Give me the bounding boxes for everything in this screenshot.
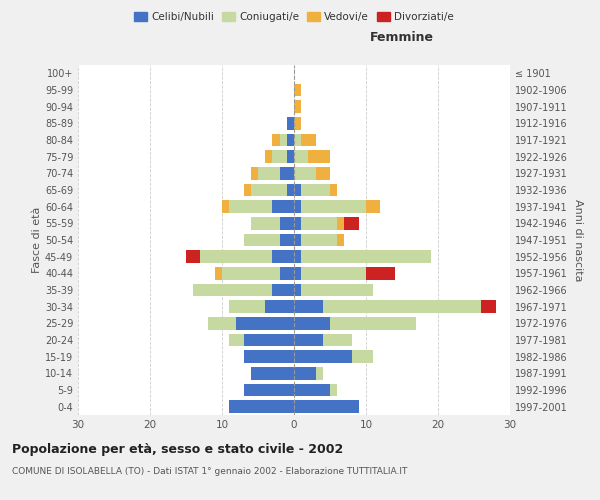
Bar [265, 150, 272, 163]
Bar [229, 300, 265, 313]
Bar [294, 250, 301, 263]
Bar [294, 217, 301, 230]
Bar [236, 317, 294, 330]
Bar [186, 250, 200, 263]
Bar [301, 134, 316, 146]
Bar [200, 250, 272, 263]
Bar [272, 200, 294, 213]
Bar [316, 367, 323, 380]
Bar [308, 150, 330, 163]
Bar [294, 384, 330, 396]
Bar [244, 384, 294, 396]
Bar [287, 184, 294, 196]
Text: Femmine: Femmine [370, 31, 434, 44]
Bar [481, 300, 496, 313]
Bar [272, 150, 287, 163]
Bar [229, 400, 294, 413]
Bar [229, 200, 272, 213]
Bar [280, 267, 294, 280]
Bar [294, 184, 301, 196]
Bar [337, 217, 344, 230]
Bar [344, 217, 359, 230]
Bar [244, 334, 294, 346]
Bar [287, 134, 294, 146]
Text: COMUNE DI ISOLABELLA (TO) - Dati ISTAT 1° gennaio 2002 - Elaborazione TUTTITALIA: COMUNE DI ISOLABELLA (TO) - Dati ISTAT 1… [12, 468, 407, 476]
Bar [251, 367, 294, 380]
Y-axis label: Fasce di età: Fasce di età [32, 207, 42, 273]
Bar [244, 184, 251, 196]
Y-axis label: Anni di nascita: Anni di nascita [573, 198, 583, 281]
Bar [287, 117, 294, 130]
Bar [294, 234, 301, 246]
Bar [323, 334, 352, 346]
Text: Popolazione per età, sesso e stato civile - 2002: Popolazione per età, sesso e stato civil… [12, 442, 343, 456]
Bar [301, 234, 337, 246]
Bar [272, 250, 294, 263]
Bar [272, 134, 280, 146]
Bar [287, 150, 294, 163]
Bar [294, 284, 301, 296]
Bar [251, 217, 280, 230]
Bar [330, 184, 337, 196]
Bar [301, 200, 366, 213]
Bar [294, 300, 323, 313]
Bar [251, 167, 258, 179]
Bar [208, 317, 236, 330]
Bar [366, 267, 395, 280]
Bar [265, 300, 294, 313]
Bar [294, 367, 316, 380]
Bar [294, 334, 323, 346]
Bar [301, 250, 431, 263]
Bar [301, 184, 330, 196]
Bar [294, 150, 308, 163]
Bar [294, 167, 316, 179]
Bar [294, 117, 301, 130]
Bar [294, 400, 359, 413]
Bar [244, 350, 294, 363]
Bar [366, 200, 380, 213]
Bar [301, 267, 366, 280]
Bar [337, 234, 344, 246]
Bar [294, 350, 352, 363]
Bar [294, 134, 301, 146]
Bar [323, 300, 481, 313]
Bar [330, 384, 337, 396]
Bar [301, 217, 337, 230]
Bar [222, 200, 229, 213]
Bar [272, 284, 294, 296]
Bar [280, 167, 294, 179]
Bar [258, 167, 280, 179]
Bar [294, 100, 301, 113]
Bar [280, 134, 287, 146]
Bar [244, 234, 280, 246]
Bar [301, 284, 373, 296]
Bar [280, 234, 294, 246]
Bar [251, 184, 287, 196]
Bar [222, 267, 280, 280]
Bar [229, 334, 244, 346]
Legend: Celibi/Nubili, Coniugati/e, Vedovi/e, Divorziati/e: Celibi/Nubili, Coniugati/e, Vedovi/e, Di… [130, 8, 458, 26]
Bar [294, 200, 301, 213]
Bar [215, 267, 222, 280]
Bar [316, 167, 330, 179]
Bar [330, 317, 416, 330]
Bar [280, 217, 294, 230]
Bar [193, 284, 272, 296]
Bar [294, 317, 330, 330]
Bar [294, 267, 301, 280]
Bar [294, 84, 301, 96]
Bar [352, 350, 373, 363]
